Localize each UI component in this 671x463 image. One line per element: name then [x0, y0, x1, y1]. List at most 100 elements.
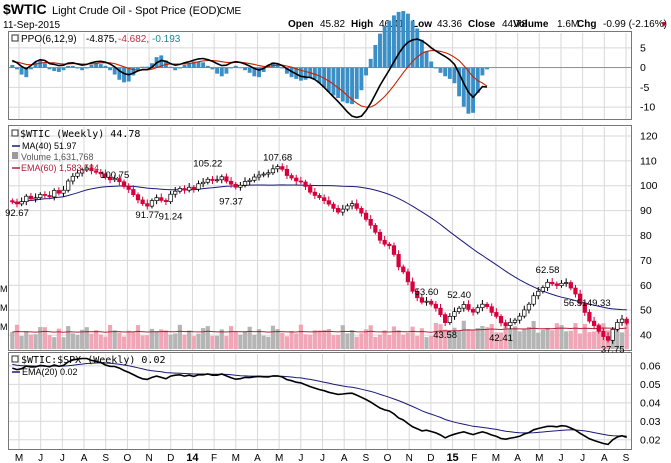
candle-body [224, 176, 229, 182]
candle-body [377, 231, 383, 241]
volume-bar [498, 332, 504, 349]
candle-body [536, 290, 541, 297]
candle-body [145, 203, 150, 207]
volume-bar [182, 334, 187, 349]
ppo-histogram-bar [340, 67, 345, 102]
x-tick-label: M [492, 453, 500, 463]
ppo-histogram-bar [368, 58, 373, 68]
volume-bar [550, 330, 555, 349]
candle-body [368, 218, 373, 226]
ppo-histogram-bar [61, 67, 66, 71]
candle-body [42, 194, 48, 196]
x-tick-label: M [232, 453, 240, 463]
candle-body [484, 303, 490, 308]
ppo-histogram-bar [94, 63, 99, 68]
candle-body [149, 200, 155, 207]
candle-body [294, 177, 299, 182]
candle-body [201, 181, 206, 185]
ppo-histogram-bar [373, 44, 378, 68]
x-tick-label: J [320, 453, 325, 463]
ratio-legend-swatch [11, 355, 19, 363]
candle-body [447, 316, 452, 323]
volume-bar [298, 324, 303, 349]
y-tick-label: -10 [640, 102, 655, 114]
ppo-histogram-bar [401, 11, 406, 68]
volume-bar [256, 329, 262, 349]
volume-bar [331, 335, 336, 349]
volume-bar [75, 334, 80, 349]
volume-bar [564, 331, 569, 349]
price-panel-frame [8, 125, 632, 351]
volume-bar [294, 333, 299, 349]
volume-bar [475, 328, 480, 349]
volume-bar [624, 320, 629, 349]
ma40-line [12, 184, 627, 311]
x-tick-label: S [623, 453, 630, 463]
volume-bar [424, 337, 429, 349]
volume-bar [10, 332, 15, 349]
volume-bar [126, 330, 131, 349]
ppo-histogram-bar [396, 11, 401, 68]
candle-body [28, 195, 34, 200]
candle-body [470, 309, 476, 313]
ma-legend: MA(40) 51.97 [22, 141, 77, 151]
candle-body [405, 271, 411, 283]
y-tick-label: 0.02 [640, 434, 661, 446]
volume-bar [489, 324, 494, 349]
ppo-histogram-bar [219, 67, 224, 77]
volume-bar [377, 334, 383, 349]
price-annotation-label: 43.58 [433, 330, 457, 341]
chg-label: Chg [577, 19, 596, 30]
candle-body [317, 195, 322, 199]
volume-bar [308, 334, 313, 349]
candle-body [205, 178, 210, 183]
volume-bar [452, 327, 457, 349]
volume-bar [419, 328, 424, 349]
volume-scale-mark-2: M [0, 303, 8, 313]
candle-body [457, 307, 462, 313]
candle-body [610, 328, 615, 341]
candle-body [396, 254, 401, 268]
candle-body [242, 181, 248, 186]
ppo-histogram-bar [457, 67, 462, 97]
x-tick-label: A [81, 453, 88, 463]
candle-body [466, 304, 471, 310]
candle-body [443, 314, 448, 323]
ppo-histogram-bar [131, 67, 136, 76]
ppo-histogram-bar [145, 66, 150, 68]
candle-body [624, 318, 629, 324]
candle-body [540, 287, 546, 292]
volume-bar [438, 324, 443, 349]
ppo-histogram-bar [19, 67, 24, 75]
volume-bar [405, 332, 411, 349]
volume-bar [512, 326, 518, 349]
candle-body [508, 322, 513, 326]
y-tick-label: -5 [640, 82, 649, 94]
volume-bar [429, 335, 434, 349]
ppo-histogram-bar [66, 65, 71, 68]
price-annotation-label: 56.51 [564, 298, 588, 309]
ppo-signal-line [12, 50, 488, 108]
candle-body [103, 173, 108, 178]
ppo-histogram-bar [280, 67, 285, 69]
ppo-histogram-bar [303, 67, 308, 80]
ppo-histogram-bar [238, 67, 243, 69]
ppo-histogram-bar [168, 66, 173, 68]
x-tick-label: J [298, 453, 303, 463]
x-axis: M J J A S O N D 14 F M A M J J A S O N D 15 F M A M J J A S [15, 452, 630, 463]
candle-body [554, 283, 559, 286]
ppo-histogram-bar [182, 64, 187, 68]
candle-body [326, 200, 331, 205]
candle-body [615, 322, 620, 330]
x-tick-label: A [514, 453, 521, 463]
x-tick-label: D [427, 453, 434, 463]
candle-body [349, 203, 355, 207]
candle-body [247, 179, 252, 182]
candle-body [210, 178, 215, 181]
volume-bar [284, 336, 290, 349]
x-tick-label: M [535, 453, 543, 463]
candle-body [512, 319, 518, 323]
y-tick-label: 100 [640, 180, 658, 192]
ppo-legend-swatch [11, 34, 19, 42]
x-tick-label: A [254, 453, 261, 463]
